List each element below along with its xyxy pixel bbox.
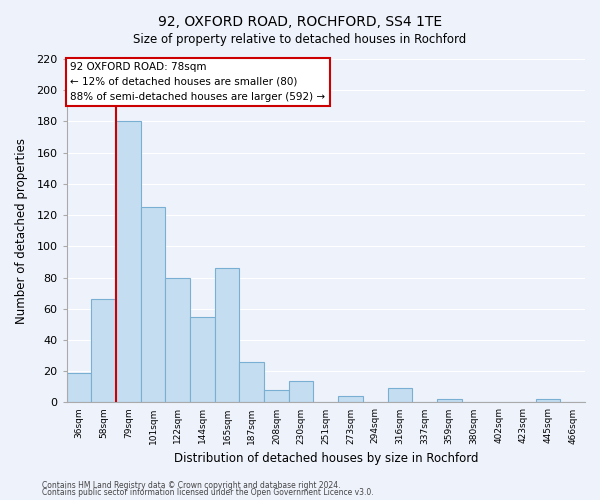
Bar: [264, 390, 289, 402]
Text: Contains public sector information licensed under the Open Government Licence v3: Contains public sector information licen…: [42, 488, 374, 497]
Bar: [91, 300, 116, 403]
Bar: [116, 122, 140, 402]
Bar: [239, 362, 264, 403]
Bar: [215, 268, 239, 402]
Bar: [67, 373, 91, 402]
Text: 92, OXFORD ROAD, ROCHFORD, SS4 1TE: 92, OXFORD ROAD, ROCHFORD, SS4 1TE: [158, 15, 442, 29]
Bar: [437, 400, 461, 402]
Text: 92 OXFORD ROAD: 78sqm
← 12% of detached houses are smaller (80)
88% of semi-deta: 92 OXFORD ROAD: 78sqm ← 12% of detached …: [70, 62, 325, 102]
Text: Contains HM Land Registry data © Crown copyright and database right 2024.: Contains HM Land Registry data © Crown c…: [42, 480, 341, 490]
Bar: [140, 208, 166, 402]
Bar: [166, 278, 190, 402]
Y-axis label: Number of detached properties: Number of detached properties: [15, 138, 28, 324]
Bar: [388, 388, 412, 402]
Bar: [289, 380, 313, 402]
Bar: [338, 396, 363, 402]
X-axis label: Distribution of detached houses by size in Rochford: Distribution of detached houses by size …: [173, 452, 478, 465]
Bar: [190, 316, 215, 402]
Bar: [536, 400, 560, 402]
Text: Size of property relative to detached houses in Rochford: Size of property relative to detached ho…: [133, 32, 467, 46]
